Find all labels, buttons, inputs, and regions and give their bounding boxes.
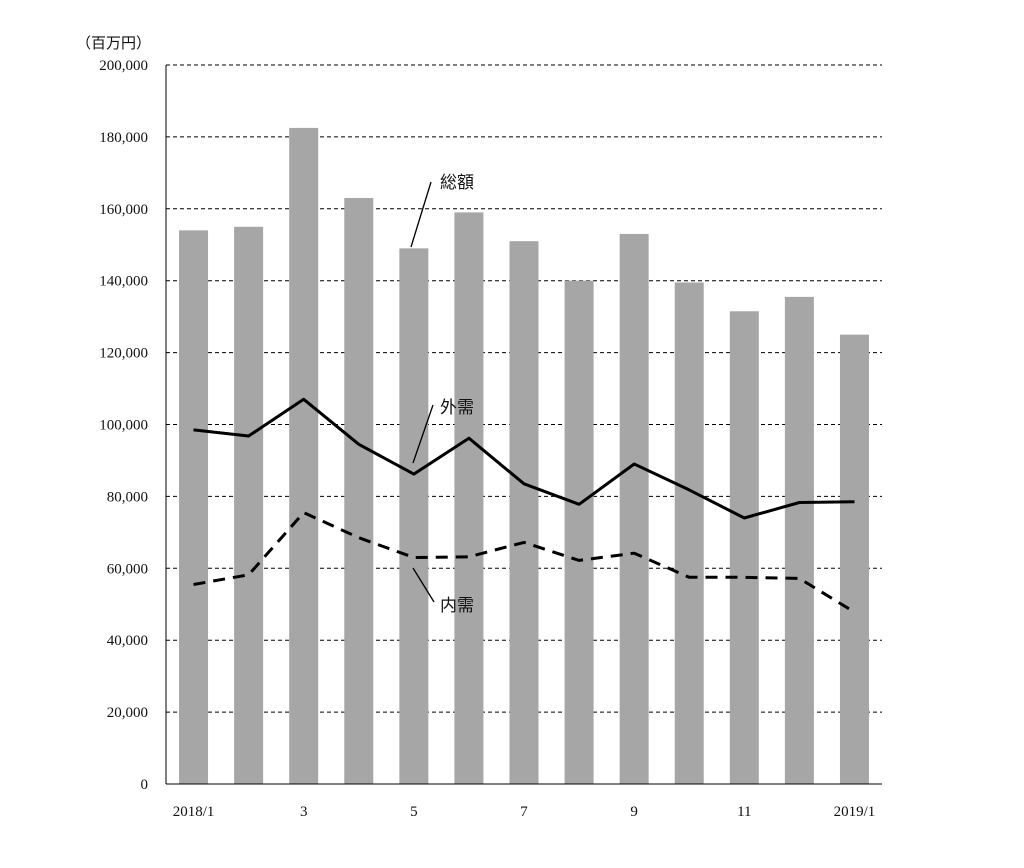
unit-label: （百万円） <box>76 34 151 52</box>
bar <box>564 280 594 784</box>
series-annotation: 外需 <box>440 398 474 418</box>
y-tick-label: 120,000 <box>99 346 148 362</box>
y-tick-label: 160,000 <box>99 202 148 218</box>
y-tick-label: 100,000 <box>99 418 148 434</box>
series-annotation: 総額 <box>440 173 474 193</box>
y-tick-label: 140,000 <box>99 274 148 290</box>
x-tick-label: 3 <box>300 804 308 820</box>
x-tick-label: 2019/1 <box>834 804 876 820</box>
bar <box>289 127 319 785</box>
bar <box>619 233 649 785</box>
bars <box>179 127 869 785</box>
bar <box>509 241 539 784</box>
annotation-leader <box>410 181 432 248</box>
x-tick-label: 7 <box>520 804 528 820</box>
series-line <box>193 511 856 614</box>
series-line <box>193 397 855 520</box>
x-tick-label: 2018/1 <box>173 804 215 820</box>
y-tick-label: 180,000 <box>99 130 148 146</box>
y-tick-label: 20,000 <box>107 705 148 721</box>
bar <box>399 248 429 785</box>
y-tick-label: 60,000 <box>107 561 148 577</box>
bar <box>454 212 484 784</box>
series-annotation: 内需 <box>440 596 474 616</box>
bar <box>234 226 264 784</box>
x-tick-label: 11 <box>737 804 751 820</box>
x-axis-ticks: 2018/1 3 5 7 9 11 2019/1 <box>173 804 876 820</box>
x-tick-label: 9 <box>630 804 638 820</box>
bar <box>729 311 759 784</box>
bar <box>344 198 374 784</box>
axes <box>165 65 882 785</box>
y-tick-label: 80,000 <box>107 489 148 505</box>
annotation-leader <box>412 567 435 603</box>
y-tick-label: 0 <box>141 777 149 793</box>
y-tick-label: 200,000 <box>99 58 148 74</box>
bar <box>674 282 704 784</box>
bar <box>839 334 869 784</box>
bar <box>784 296 814 784</box>
y-tick-label: 40,000 <box>107 633 148 649</box>
x-tick-label: 5 <box>410 804 418 820</box>
series-lines <box>193 397 856 614</box>
y-axis-ticks: 0 20,000 40,000 60,000 80,000 100,000 120,000 1… <box>99 58 148 793</box>
bar <box>179 230 209 784</box>
annotation-leader <box>412 404 434 464</box>
